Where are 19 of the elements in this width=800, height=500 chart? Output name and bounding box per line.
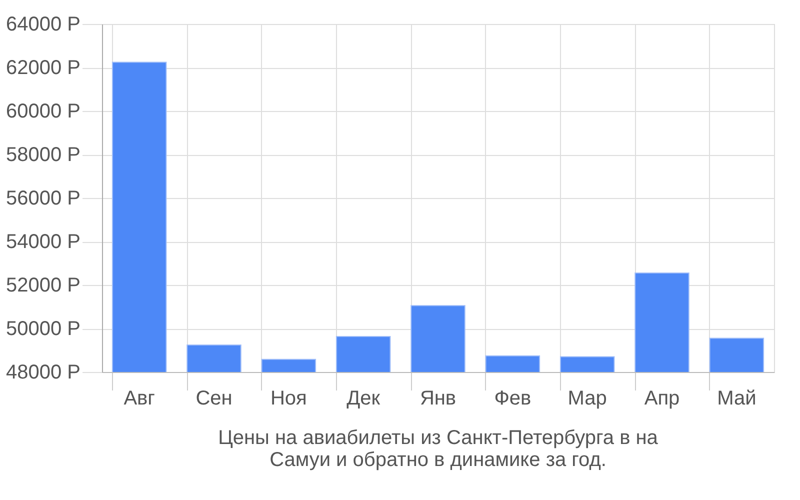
x-tick-label: Май (717, 388, 756, 410)
y-tick-label: 56000 Р (6, 188, 80, 210)
x-tick-label: Ноя (270, 388, 307, 410)
y-tick-label: 58000 Р (6, 144, 80, 166)
x-tick-label: Апр (644, 388, 680, 410)
y-tick-label: 54000 Р (6, 231, 80, 253)
x-tick-label: Дек (346, 388, 380, 410)
y-tick-label: 60000 Р (6, 100, 80, 122)
x-tick-label: Янв (420, 388, 456, 410)
text: Цены на авиабилеты из Санкт-Петербурга в на Самуи и обратно в динамике за год. (218, 427, 659, 471)
y-tick-label: 50000 Р (6, 318, 80, 340)
x-tick-label: Мар (568, 388, 607, 410)
x-tick-label: Авг (124, 388, 155, 410)
x-tick-label: Фев (494, 388, 532, 410)
y-tick-label: 64000 Р (6, 14, 80, 36)
x-tick-label: Сен (196, 388, 232, 410)
y-tick-label: 62000 Р (6, 57, 80, 79)
y-tick-label: 52000 Р (6, 274, 80, 296)
y-tick-label: 48000 Р (6, 362, 80, 384)
